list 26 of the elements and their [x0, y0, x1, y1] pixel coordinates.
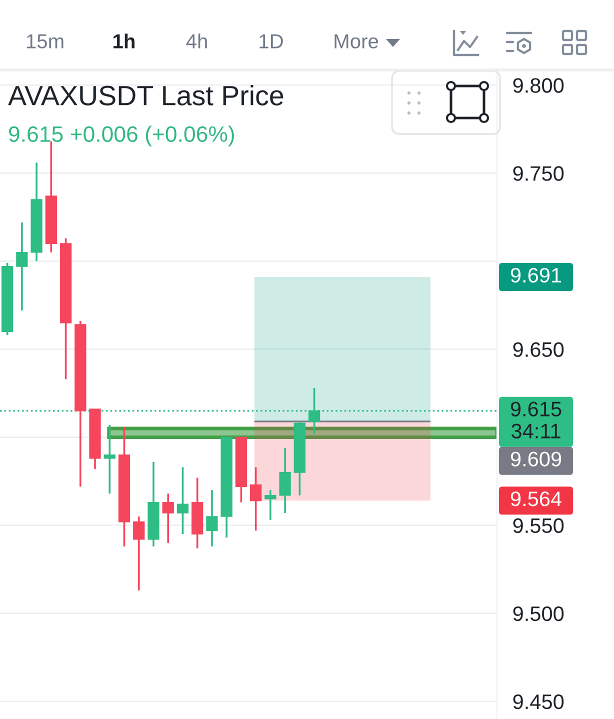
candlestick — [162, 492, 174, 544]
candlestick — [16, 222, 28, 312]
candlestick — [279, 446, 291, 514]
candlestick — [133, 516, 145, 592]
y-tick-label: 9.500 — [513, 606, 564, 622]
text: More — [334, 34, 378, 48]
text: 9.691 — [510, 268, 562, 283]
text: 4h — [186, 34, 207, 48]
y-tick-label: 9.450 — [513, 694, 564, 710]
text: 15m — [26, 34, 64, 48]
text: 9.564 — [510, 491, 562, 506]
y-tick-label: 9.750 — [513, 166, 564, 181]
candlestick — [250, 466, 262, 532]
chart-title: AVAXUSDT Last Price — [8, 85, 284, 106]
text: 9.615 +0.006 (+0.06%) — [9, 126, 234, 146]
text: 1D — [260, 34, 283, 48]
candlestick — [206, 489, 218, 548]
text: 9.609 — [510, 452, 562, 466]
text: 1h — [114, 34, 135, 48]
candlestick — [104, 424, 116, 495]
y-tick-label: 9.550 — [513, 518, 564, 534]
candlestick — [176, 466, 189, 536]
candlestick — [264, 489, 276, 521]
y-tick-label: 9.650 — [513, 342, 564, 357]
y-tick-label: 9.800 — [513, 78, 564, 93]
ref-line-label: 9.615 34:11 — [510, 402, 562, 438]
